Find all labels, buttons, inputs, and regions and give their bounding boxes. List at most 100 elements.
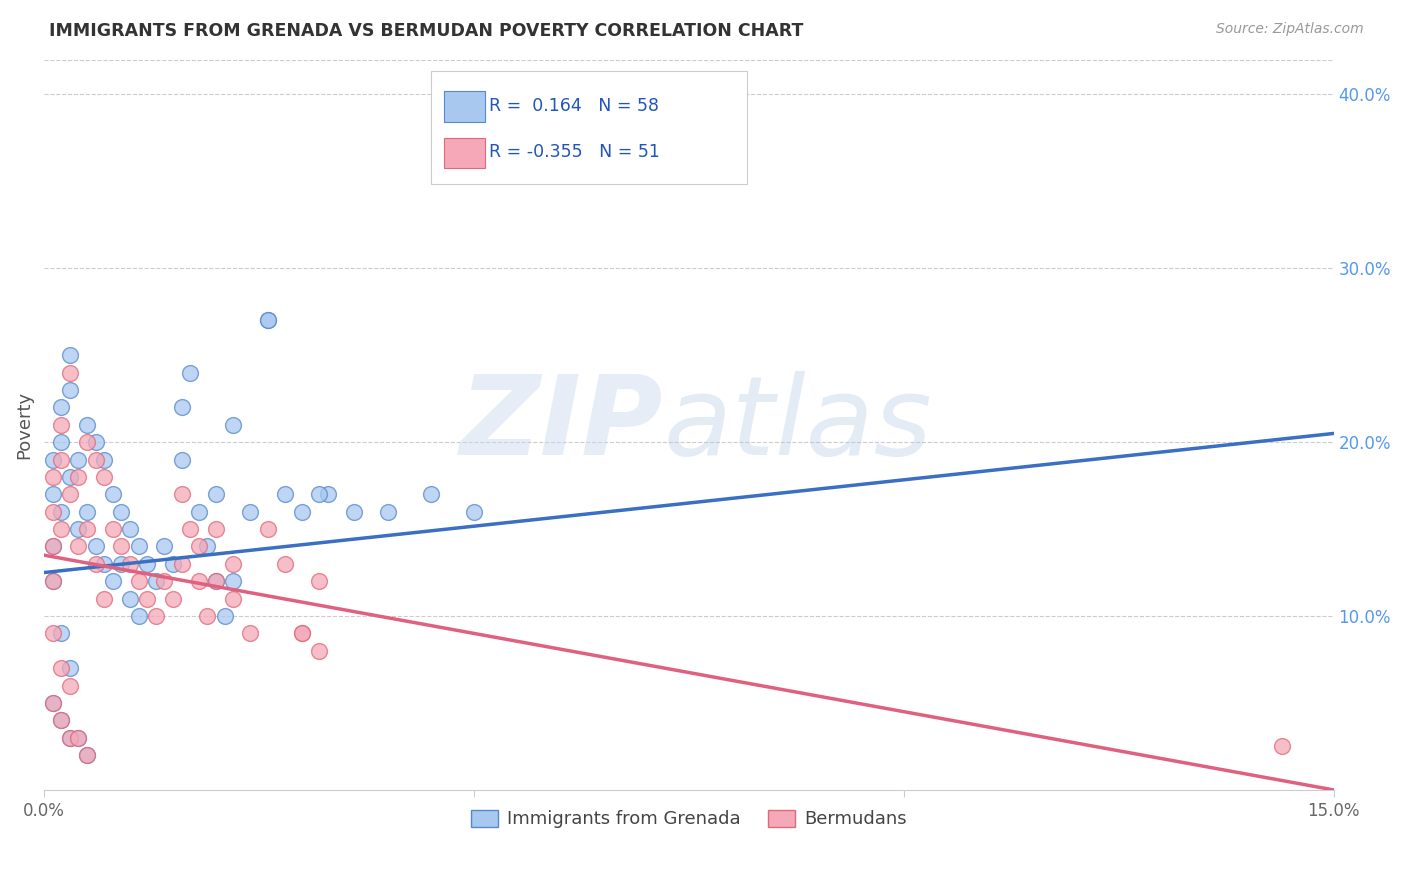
Point xyxy=(93,591,115,606)
Text: R = -0.355   N = 51: R = -0.355 N = 51 xyxy=(489,144,659,161)
Point xyxy=(110,557,132,571)
Point xyxy=(179,366,201,380)
Point xyxy=(463,505,485,519)
Y-axis label: Poverty: Poverty xyxy=(15,391,32,458)
Point xyxy=(291,626,314,640)
Point xyxy=(205,522,228,536)
Text: atlas: atlas xyxy=(664,371,932,478)
Point xyxy=(41,696,63,710)
Point xyxy=(222,417,245,432)
Point xyxy=(128,609,150,624)
Point xyxy=(308,574,330,589)
Point xyxy=(145,609,167,624)
Point xyxy=(1271,739,1294,754)
Point xyxy=(51,714,73,728)
Point xyxy=(256,313,278,327)
Point xyxy=(51,626,73,640)
Point xyxy=(197,609,219,624)
Point xyxy=(84,452,107,467)
Point xyxy=(170,557,193,571)
Point xyxy=(101,522,124,536)
Point xyxy=(41,626,63,640)
Point xyxy=(59,470,82,484)
Point xyxy=(59,487,82,501)
Point xyxy=(59,348,82,362)
Point xyxy=(67,522,90,536)
Point xyxy=(101,487,124,501)
Point xyxy=(67,540,90,554)
Point xyxy=(110,505,132,519)
Legend: Immigrants from Grenada, Bermudans: Immigrants from Grenada, Bermudans xyxy=(464,803,914,836)
Point xyxy=(110,540,132,554)
Point xyxy=(170,487,193,501)
Point xyxy=(51,714,73,728)
Point xyxy=(67,452,90,467)
Point xyxy=(76,748,98,763)
Text: ZIP: ZIP xyxy=(460,371,664,478)
Point xyxy=(76,435,98,450)
Point xyxy=(41,505,63,519)
Point xyxy=(145,574,167,589)
Point xyxy=(120,591,142,606)
Point xyxy=(170,401,193,415)
Point xyxy=(120,557,142,571)
Point xyxy=(41,540,63,554)
Point xyxy=(274,557,297,571)
Point xyxy=(41,487,63,501)
Point xyxy=(84,540,107,554)
Point xyxy=(256,522,278,536)
Point xyxy=(51,522,73,536)
Point xyxy=(41,696,63,710)
Point xyxy=(316,487,339,501)
Point xyxy=(377,505,399,519)
FancyBboxPatch shape xyxy=(444,137,485,169)
Point xyxy=(205,487,228,501)
Point xyxy=(41,452,63,467)
FancyBboxPatch shape xyxy=(432,70,747,184)
Text: Source: ZipAtlas.com: Source: ZipAtlas.com xyxy=(1216,22,1364,37)
Point xyxy=(59,383,82,397)
Point xyxy=(197,540,219,554)
Point xyxy=(93,470,115,484)
Point xyxy=(308,644,330,658)
Point xyxy=(162,591,184,606)
Point xyxy=(222,591,245,606)
Point xyxy=(59,661,82,675)
Point xyxy=(128,540,150,554)
Point xyxy=(179,522,201,536)
Point xyxy=(93,452,115,467)
Point xyxy=(187,505,209,519)
Point xyxy=(76,505,98,519)
Point xyxy=(51,435,73,450)
Point xyxy=(67,731,90,745)
Point xyxy=(41,540,63,554)
Point xyxy=(41,470,63,484)
Point xyxy=(308,487,330,501)
Point xyxy=(51,417,73,432)
Point xyxy=(256,313,278,327)
Point xyxy=(93,557,115,571)
Point xyxy=(128,574,150,589)
Point xyxy=(41,574,63,589)
Point xyxy=(51,661,73,675)
Point xyxy=(239,505,262,519)
Point xyxy=(205,574,228,589)
Point xyxy=(76,522,98,536)
Point xyxy=(59,731,82,745)
Point xyxy=(67,470,90,484)
Point xyxy=(51,452,73,467)
Point xyxy=(162,557,184,571)
Point xyxy=(136,557,159,571)
Point xyxy=(84,557,107,571)
Point xyxy=(420,487,443,501)
Point xyxy=(291,626,314,640)
Point xyxy=(101,574,124,589)
Point xyxy=(51,505,73,519)
Point xyxy=(291,505,314,519)
Point xyxy=(120,522,142,536)
Point xyxy=(51,401,73,415)
Point xyxy=(76,417,98,432)
Point xyxy=(274,487,297,501)
Point xyxy=(342,505,364,519)
Point xyxy=(187,574,209,589)
